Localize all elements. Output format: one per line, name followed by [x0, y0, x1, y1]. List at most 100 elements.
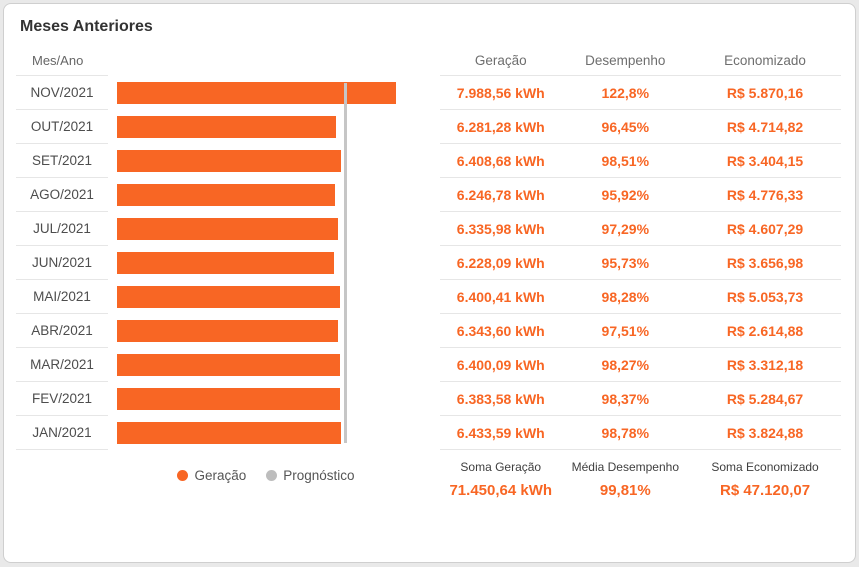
chart-row: JAN/2021 — [16, 416, 424, 450]
cell-geracao: 6.400,41 kWh — [456, 288, 545, 305]
generation-bar[interactable] — [117, 320, 339, 342]
generation-bar[interactable] — [117, 82, 396, 104]
bar-zone — [117, 382, 424, 416]
column-header-economizado: Economizado — [724, 53, 806, 68]
cell-desempenho: 98,37% — [601, 390, 650, 407]
cell-geracao: 7.988,56 kWh — [456, 84, 545, 101]
table-footer-values: 71.450,64 kWh 99,81% R$ 47.120,07 — [440, 482, 841, 499]
generation-bar[interactable] — [117, 150, 341, 172]
bar-zone — [117, 314, 424, 348]
cell-geracao: 6.246,78 kWh — [456, 186, 545, 203]
panel-content: Mes/Ano NOV/2021 OUT/2021 SET/2021 AGO/2… — [16, 46, 841, 499]
cell-economizado: R$ 3.404,15 — [726, 152, 804, 169]
cell-economizado: R$ 3.656,98 — [726, 254, 804, 271]
month-label: NOV/2021 — [16, 76, 108, 110]
footer-label-soma-economizado: Soma Economizado — [711, 460, 819, 474]
generation-bar[interactable] — [117, 218, 339, 240]
cell-geracao: 6.433,59 kWh — [456, 424, 545, 441]
cell-desempenho: 97,51% — [601, 322, 650, 339]
table-row: 6.400,41 kWh 98,28% R$ 5.053,73 — [440, 280, 841, 314]
cell-economizado: R$ 4.714,82 — [726, 118, 804, 135]
month-label: AGO/2021 — [16, 178, 108, 212]
table-row: 6.383,58 kWh 98,37% R$ 5.284,67 — [440, 382, 841, 416]
cell-geracao: 6.408,68 kWh — [456, 152, 545, 169]
bar-chart-rows: NOV/2021 OUT/2021 SET/2021 AGO/2021 JUL/… — [16, 76, 424, 450]
column-header-geracao: Geração — [474, 53, 527, 68]
cell-economizado: R$ 4.776,33 — [726, 186, 804, 203]
cell-economizado: R$ 5.053,73 — [726, 288, 804, 305]
month-label: JUN/2021 — [16, 246, 108, 280]
month-label: FEV/2021 — [16, 382, 108, 416]
legend-label-prognostico: Prognóstico — [283, 468, 355, 483]
cell-geracao: 6.400,09 kWh — [456, 356, 545, 373]
cell-economizado: R$ 4.607,29 — [726, 220, 804, 237]
month-label: ABR/2021 — [16, 314, 108, 348]
legend-item-geracao[interactable]: Geração — [177, 468, 246, 483]
month-label: OUT/2021 — [16, 110, 108, 144]
cell-economizado: R$ 3.312,18 — [726, 356, 804, 373]
table-row: 6.228,09 kWh 95,73% R$ 3.656,98 — [440, 246, 841, 280]
generation-bar[interactable] — [117, 116, 337, 138]
footer-label-media-desempenho: Média Desempenho — [571, 460, 679, 474]
table-row: 6.281,28 kWh 96,45% R$ 4.714,82 — [440, 110, 841, 144]
month-label: MAR/2021 — [16, 348, 108, 382]
legend-dot-geracao-icon — [177, 470, 189, 481]
cell-economizado: R$ 5.870,16 — [726, 84, 804, 101]
bar-zone — [117, 144, 424, 178]
chart-row: MAI/2021 — [16, 280, 424, 314]
legend-dot-prognostico-icon — [266, 470, 278, 481]
generation-bar[interactable] — [117, 286, 341, 308]
table-row: 6.343,60 kWh 97,51% R$ 2.614,88 — [440, 314, 841, 348]
bar-zone — [117, 110, 424, 144]
month-label: JAN/2021 — [16, 416, 108, 450]
chart-row: OUT/2021 — [16, 110, 424, 144]
bar-zone — [117, 280, 424, 314]
bar-zone — [117, 416, 424, 450]
cell-economizado: R$ 2.614,88 — [726, 322, 804, 339]
generation-bar[interactable] — [117, 252, 335, 274]
table-row: 6.400,09 kWh 98,27% R$ 3.312,18 — [440, 348, 841, 382]
bar-zone — [117, 178, 424, 212]
chart-row: FEV/2021 — [16, 382, 424, 416]
legend-label-geracao: Geração — [194, 468, 247, 483]
bar-zone — [117, 76, 424, 110]
chart-row: ABR/2021 — [16, 314, 424, 348]
footer-value-soma-economizado: R$ 47.120,07 — [720, 482, 811, 499]
cell-desempenho: 98,28% — [601, 288, 650, 305]
cell-desempenho: 98,51% — [601, 152, 650, 169]
cell-desempenho: 122,8% — [601, 84, 650, 101]
cell-desempenho: 96,45% — [601, 118, 650, 135]
chart-row: NOV/2021 — [16, 76, 424, 110]
table-footer-labels: Soma Geração Média Desempenho Soma Econo… — [440, 460, 841, 474]
generation-bar[interactable] — [117, 354, 341, 376]
cell-economizado: R$ 3.824,88 — [726, 424, 804, 441]
cell-desempenho: 98,78% — [601, 424, 650, 441]
cell-desempenho: 95,92% — [601, 186, 650, 203]
cell-geracao: 6.281,28 kWh — [456, 118, 545, 135]
generation-bar[interactable] — [117, 388, 340, 410]
bar-chart-section: Mes/Ano NOV/2021 OUT/2021 SET/2021 AGO/2… — [16, 46, 424, 483]
month-label: JUL/2021 — [16, 212, 108, 246]
table-row: 6.335,98 kWh 97,29% R$ 4.607,29 — [440, 212, 841, 246]
column-header-desempenho: Desempenho — [585, 53, 666, 68]
column-header-mes-ano: Mes/Ano — [16, 46, 108, 76]
cell-desempenho: 98,27% — [601, 356, 650, 373]
cell-desempenho: 97,29% — [601, 220, 650, 237]
table-row: 6.246,78 kWh 95,92% R$ 4.776,33 — [440, 178, 841, 212]
chart-row: SET/2021 — [16, 144, 424, 178]
generation-bar[interactable] — [117, 422, 342, 444]
table-row: 7.988,56 kWh 122,8% R$ 5.870,16 — [440, 76, 841, 110]
legend-item-prognostico[interactable]: Prognóstico — [266, 468, 355, 483]
cell-geracao: 6.335,98 kWh — [456, 220, 545, 237]
cell-geracao: 6.343,60 kWh — [456, 322, 545, 339]
footer-value-media-desempenho: 99,81% — [599, 482, 651, 499]
table-row: 6.408,68 kWh 98,51% R$ 3.404,15 — [440, 144, 841, 178]
bar-zone — [117, 212, 424, 246]
bar-zone — [117, 348, 424, 382]
chart-row: JUN/2021 — [16, 246, 424, 280]
cell-geracao: 6.228,09 kWh — [456, 254, 545, 271]
bar-zone — [117, 246, 424, 280]
chart-legend: Geração Prognóstico — [108, 468, 424, 483]
generation-bar[interactable] — [117, 184, 335, 206]
month-label: SET/2021 — [16, 144, 108, 178]
